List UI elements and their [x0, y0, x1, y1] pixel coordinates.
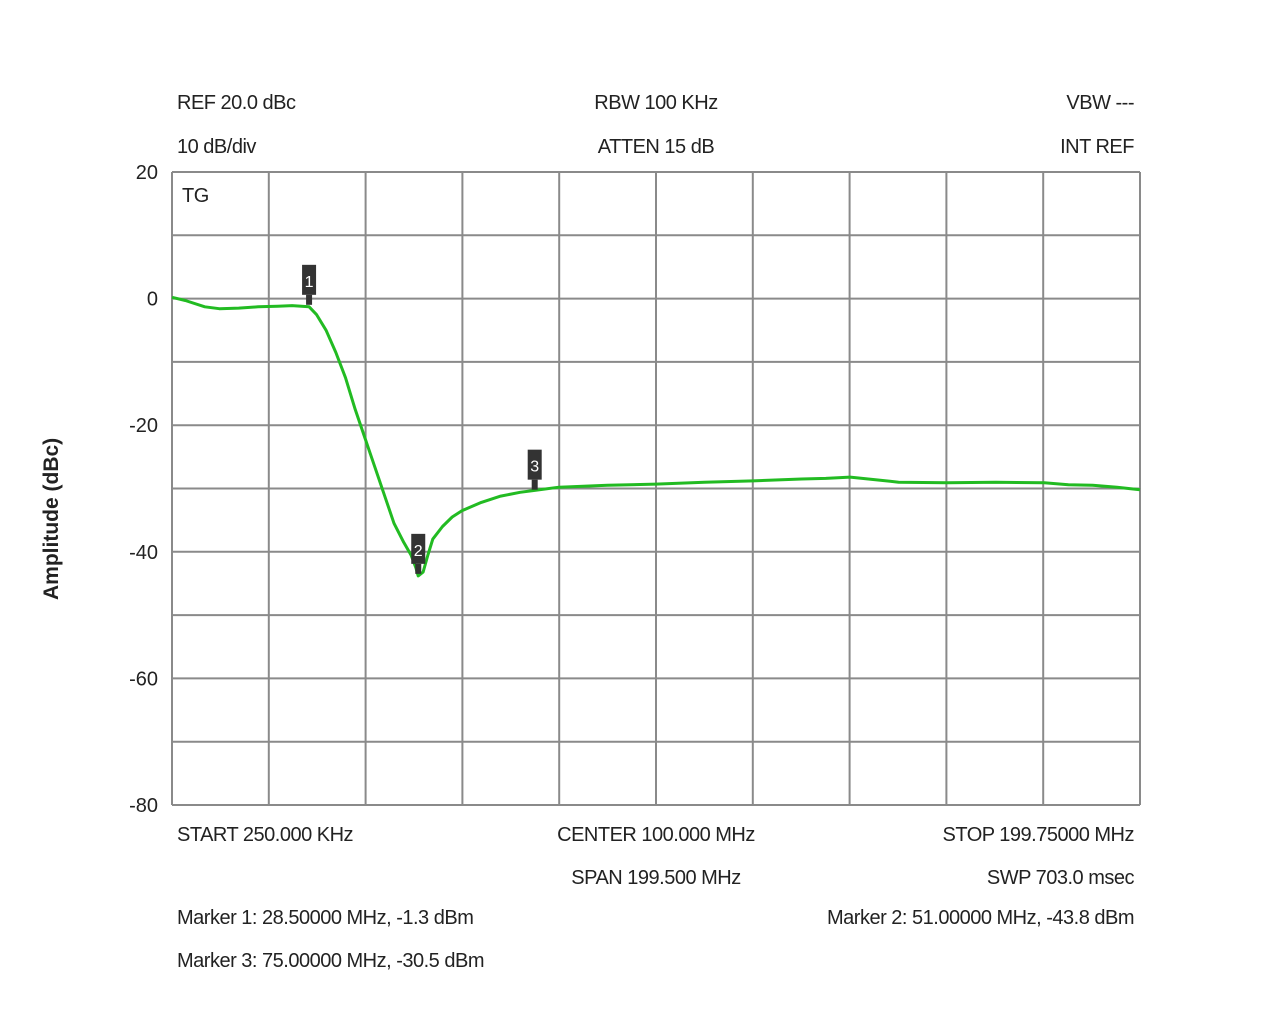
stop-freq-label: STOP 199.75000 MHz [942, 824, 1135, 846]
marker-number: 2 [414, 543, 423, 560]
y-axis-label: Amplitude (dBc) [40, 437, 63, 600]
vbw-label: VBW --- [1066, 92, 1134, 114]
marker-number: 3 [530, 459, 539, 476]
tg-label: TG [182, 185, 209, 207]
y-tick-label: -20 [129, 415, 158, 437]
marker-2-readout: Marker 2: 51.00000 MHz, -43.8 dBm [827, 907, 1134, 929]
y-tick-label: 0 [147, 289, 158, 311]
marker-1-readout: Marker 1: 28.50000 MHz, -1.3 dBm [177, 907, 474, 929]
y-tick-label: -60 [129, 668, 158, 690]
int-ref-label: INT REF [1060, 136, 1134, 158]
span-label: SPAN 199.500 MHz [571, 867, 741, 889]
marker-stem [415, 563, 422, 574]
center-freq-label: CENTER 100.000 MHz [557, 824, 755, 846]
marker-2: 2 [411, 533, 426, 574]
atten-label: ATTEN 15 dB [597, 136, 715, 158]
ref-level-label: REF 20.0 dBc [177, 92, 296, 114]
marker-3-readout: Marker 3: 75.00000 MHz, -30.5 dBm [177, 950, 484, 972]
marker-number: 1 [305, 274, 314, 291]
trace-layer [171, 295, 1141, 578]
marker-stem [306, 294, 313, 305]
y-tick-labels: 20 0 -20 -40 -60 -80 [129, 162, 158, 817]
y-tick-label: -80 [129, 795, 158, 817]
marker-flag [411, 533, 426, 564]
marker-1: 1 [302, 264, 317, 305]
sweep-label: SWP 703.0 msec [986, 867, 1135, 889]
marker-3: 3 [527, 449, 542, 490]
scale-label: 10 dB/div [177, 136, 256, 158]
rbw-label: RBW 100 KHz [594, 92, 718, 114]
marker-layer: 1 2 3 [302, 264, 542, 574]
plot-grid [171, 171, 1141, 806]
start-freq-label: START 250.000 KHz [177, 824, 354, 846]
y-tick-label: 20 [136, 162, 158, 184]
marker-stem [531, 479, 538, 490]
y-tick-label: -40 [129, 542, 158, 564]
marker-flag [527, 449, 542, 480]
series-line [171, 295, 1141, 578]
marker-flag [302, 264, 317, 295]
